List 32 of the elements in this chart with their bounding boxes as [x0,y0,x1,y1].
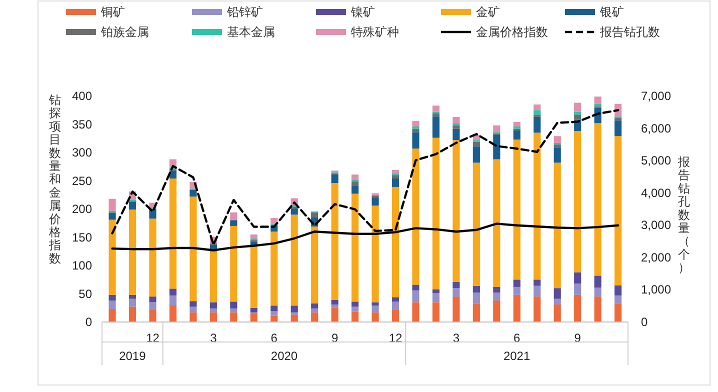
legend-label: 特殊矿种 [351,25,399,39]
legend-label: 金矿 [476,5,500,19]
y-tick-label: 300 [72,146,92,160]
legend-label: 报告钻孔数 [599,25,660,39]
y2-tick-label: 7,000 [641,89,672,103]
text: 2020 [270,349,298,363]
y2-tick-label: 1,000 [641,282,672,297]
y-tick-label: 200 [72,202,92,216]
legend-label: 铂族金属 [100,25,149,39]
y2-tick-label: 5,000 [641,154,672,168]
y2-tick-label: 3,000 [641,218,672,232]
y-tick-label: 100 [72,258,92,272]
y2-tick-label: 0 [641,315,648,329]
legend-label: 铅锌矿 [226,5,263,19]
legend-label: 镍矿 [350,5,375,19]
y-tick-label: 350 [72,117,92,132]
legend-label: 银矿 [599,5,624,19]
text: 报告钻孔数量（个） [678,155,690,275]
y-tick-label: 250 [72,174,92,188]
legend-label: 金属价格指数 [476,25,548,39]
text: 2021 [503,349,530,363]
legend-label: 铜矿 [100,5,125,19]
y2-tick-label: 2,000 [641,250,672,264]
text: 钻探项目数量和金属价格指数 [49,93,61,266]
y-tick-label: 0 [85,315,92,329]
y-tick-label: 150 [72,230,92,244]
y-tick-label: 50 [78,286,92,301]
text: 2019 [119,349,146,363]
y2-tick-label: 6,000 [641,121,672,136]
y-tick-label: 400 [72,89,92,103]
y2-tick-label: 4,000 [641,186,672,200]
legend-label: 基本金属 [227,25,275,39]
